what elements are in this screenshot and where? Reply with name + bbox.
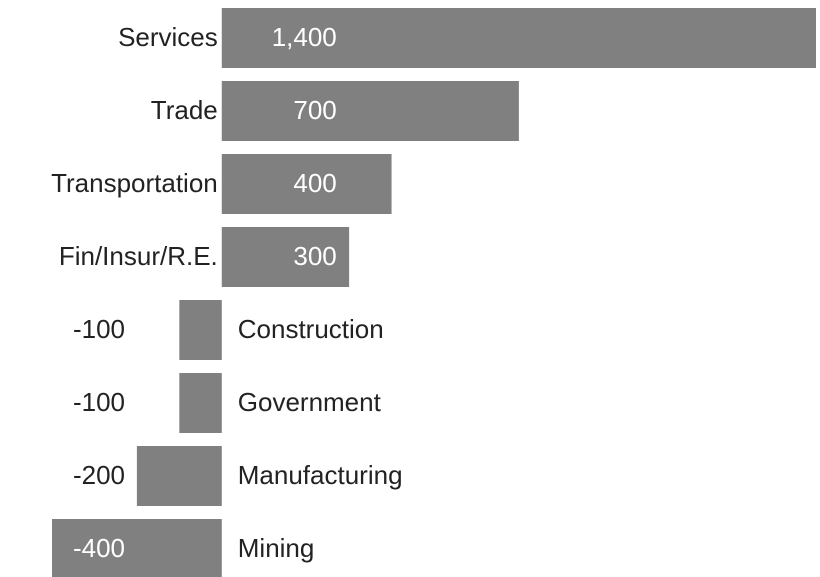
value-label: -400	[73, 533, 125, 563]
bar	[221, 154, 392, 214]
category-label: Services	[118, 22, 218, 52]
value-label: 400	[293, 168, 336, 198]
value-label: 700	[293, 95, 336, 125]
category-label: Fin/Insur/R.E.	[59, 241, 218, 271]
bar	[179, 300, 222, 360]
category-label: Transportation	[51, 168, 218, 198]
bar	[52, 519, 222, 577]
bar	[179, 373, 222, 433]
category-label: Construction	[238, 314, 384, 344]
value-label: -200	[73, 460, 125, 490]
category-label: Mining	[238, 533, 315, 563]
category-label: Trade	[151, 95, 218, 125]
category-label: Government	[238, 387, 382, 417]
bar	[221, 8, 816, 68]
bar	[221, 227, 350, 287]
value-label: 1,400	[272, 22, 337, 52]
value-label: -100	[73, 387, 125, 417]
value-label: 300	[293, 241, 336, 271]
bar	[221, 81, 519, 141]
bar	[136, 446, 222, 506]
category-label: Manufacturing	[238, 460, 403, 490]
value-label: -100	[73, 314, 125, 344]
